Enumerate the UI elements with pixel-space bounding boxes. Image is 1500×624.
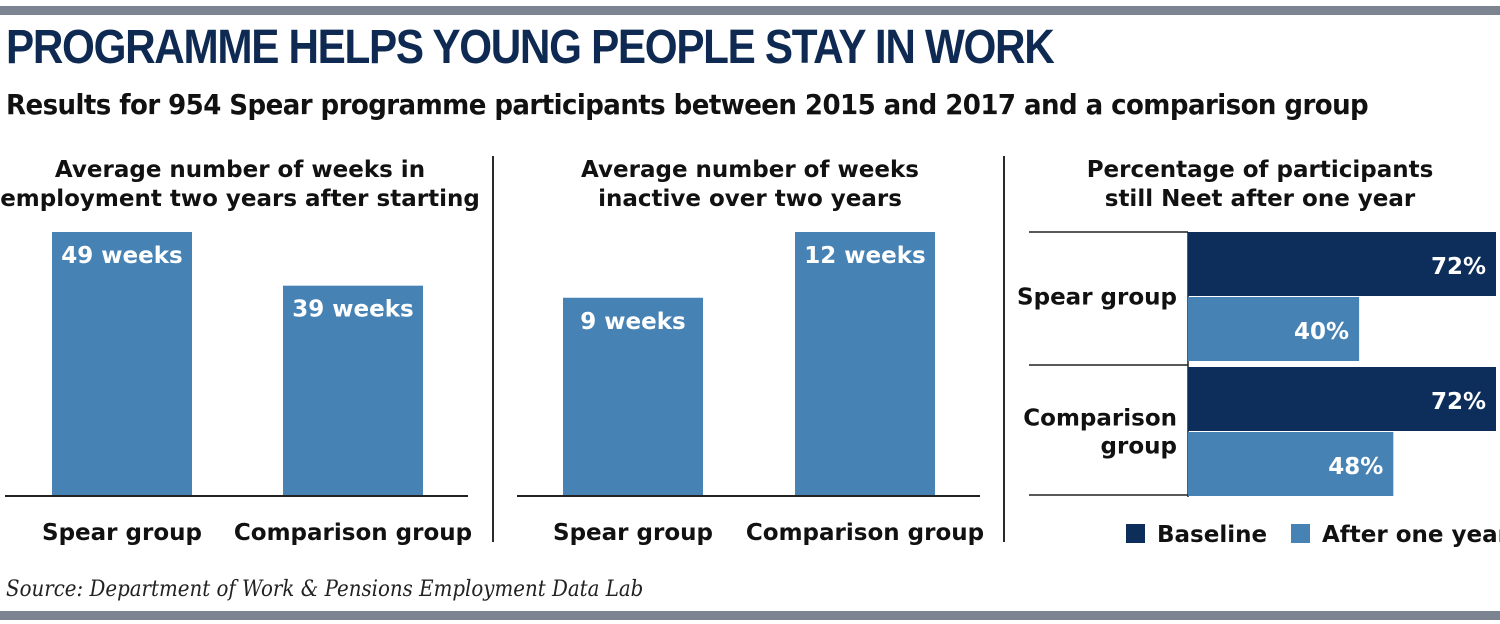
panel-3-bar-2-1 [1188, 367, 1496, 431]
source-note: Source: Department of Work & Pensions Em… [6, 577, 644, 602]
panel-1-bar-1 [52, 232, 192, 495]
panel-3-category-label-2-line-2: group [1101, 434, 1177, 460]
panel-2-bar-1 [563, 297, 703, 495]
panel-3-bar-1-2 [1188, 297, 1360, 361]
panel-2-value-label-1: 9 weeks [580, 309, 685, 335]
top-rule [0, 6, 1500, 15]
panel-2-category-label-1: Spear group [553, 520, 713, 546]
panel-3-bar-2-2 [1188, 432, 1394, 496]
panel-divider-2 [1003, 156, 1005, 542]
panel-1-title-line-2: employment two years after starting [0, 186, 480, 212]
panel-3-bar-1-1 [1188, 232, 1496, 296]
legend-swatch-2 [1291, 524, 1310, 543]
panel-1-value-label-2: 39 weeks [292, 297, 413, 323]
panel-3-category-label-2-line-1: Comparison [1023, 406, 1177, 432]
panel-3-category-label-1-line-1: Spear group [1017, 285, 1177, 311]
legend-label-2: After one year [1322, 522, 1500, 548]
panel-2-bar-2 [795, 232, 935, 495]
chart-title: PROGRAMME HELPS YOUNG PEOPLE STAY IN WOR… [6, 21, 1055, 74]
bottom-rule [0, 611, 1500, 620]
panel-1-bar-2 [283, 285, 423, 495]
panel-divider-1 [492, 156, 494, 542]
panel-3-value-label-2-2: 48% [1328, 454, 1383, 480]
panel-2-value-label-2: 12 weeks [804, 243, 925, 269]
chart-subtitle: Results for 954 Spear programme particip… [6, 88, 1369, 121]
legend-label-1: Baseline [1157, 522, 1267, 548]
panel-1-value-label-1: 49 weeks [61, 243, 182, 269]
panel-1-title: Average number of weeks in employment tw… [0, 156, 480, 214]
panel-2-title-line-1: Average number of weeks [581, 157, 919, 183]
panel-3-title-line-1: Percentage of participants [1086, 157, 1434, 183]
panel-3-value-label-1-2: 40% [1294, 319, 1349, 345]
panel-3-title: Percentage of participants still Neet af… [1020, 156, 1500, 214]
panel-2-title: Average number of weeks inactive over tw… [510, 156, 990, 214]
panel-3-title-line-2: still Neet after one year [1104, 186, 1416, 212]
panel-1-category-label-1: Spear group [42, 520, 202, 546]
panel-1-category-label-2: Comparison group [234, 520, 472, 546]
panel-2-title-line-2: inactive over two years [598, 186, 902, 212]
panel-3-value-label-2-1: 72% [1431, 389, 1486, 415]
panel-1-title-line-1: Average number of weeks in [54, 157, 426, 183]
panel-3-value-label-1-1: 72% [1431, 254, 1486, 280]
panel-2-category-label-2: Comparison group [746, 520, 984, 546]
legend-swatch-1 [1126, 524, 1145, 543]
